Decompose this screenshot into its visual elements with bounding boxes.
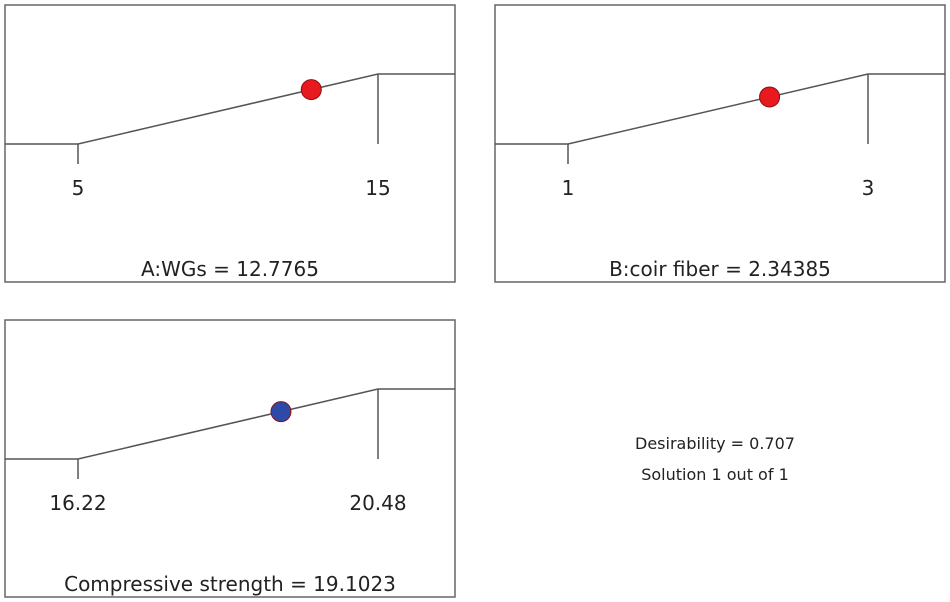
value-point — [759, 86, 781, 108]
panel-label: B:coir fiber = 2.34385 — [609, 257, 831, 281]
value-point — [300, 79, 322, 101]
panel-label: A:WGs = 12.7765 — [141, 257, 319, 281]
desirability-ramp — [5, 388, 455, 460]
low-tick-label: 5 — [72, 176, 85, 200]
high-tick-label: 15 — [365, 176, 390, 200]
panel-label: Compressive strength = 19.1023 — [64, 572, 396, 596]
low-tick-label: 16.22 — [49, 491, 106, 515]
desirability-text: Desirability = 0.707 — [635, 434, 795, 453]
solution-text: Solution 1 out of 1 — [641, 465, 789, 484]
desirability-ramp — [5, 73, 455, 145]
value-point — [270, 401, 292, 423]
low-tick-label: 1 — [562, 176, 575, 200]
desirability-ramp — [495, 73, 945, 145]
high-tick-label: 3 — [862, 176, 875, 200]
high-tick-label: 20.48 — [349, 491, 406, 515]
